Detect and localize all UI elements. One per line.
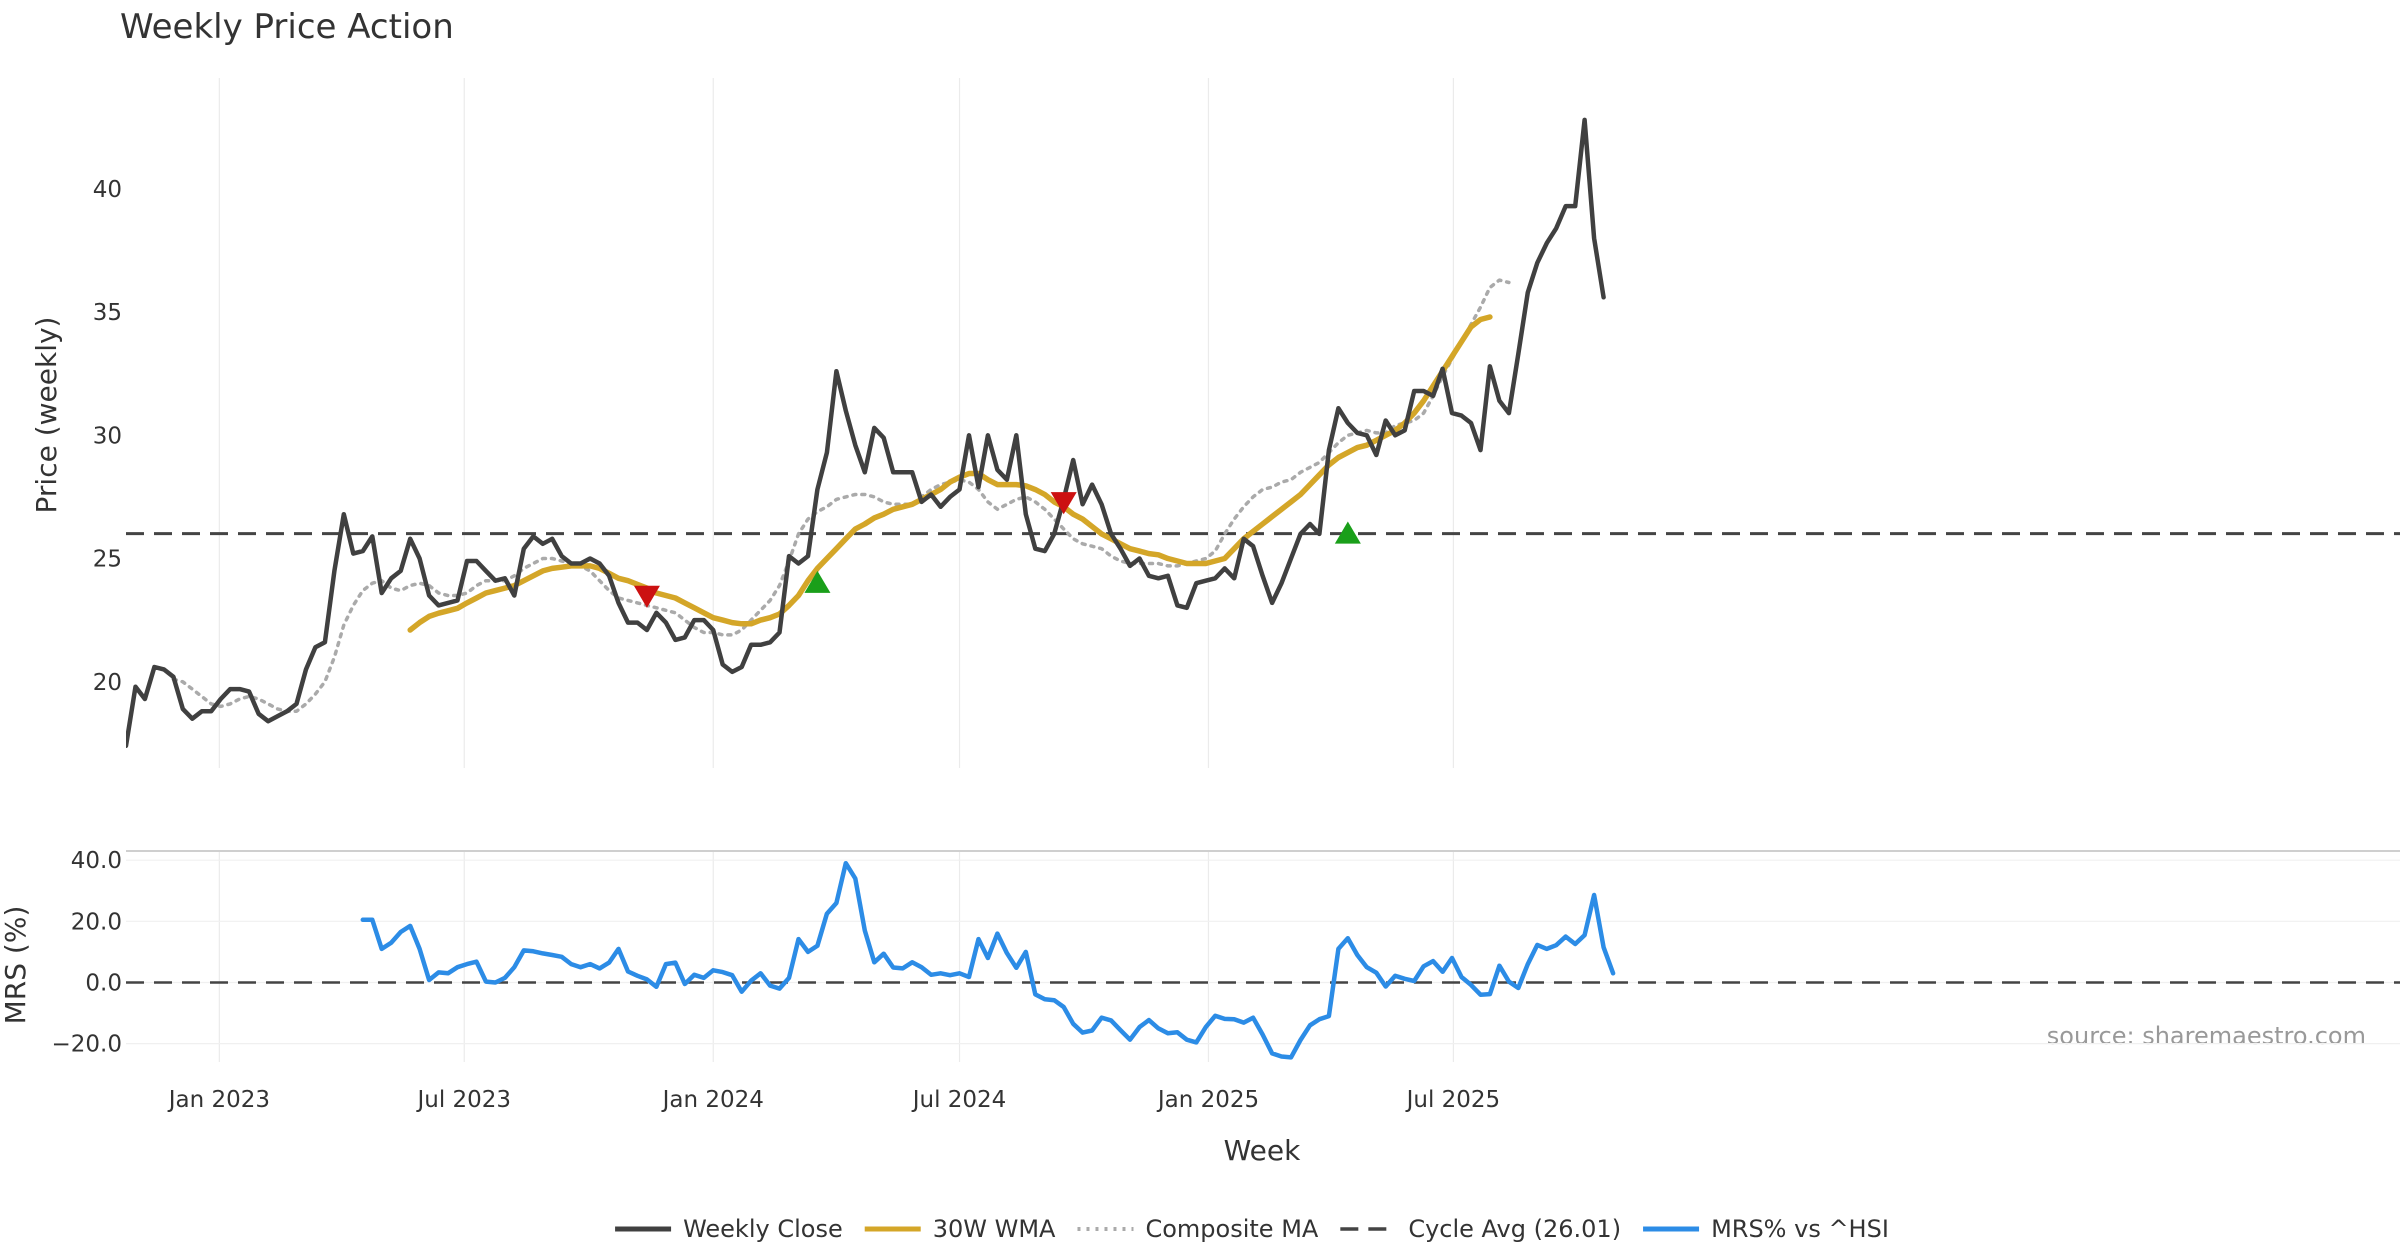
price-y-tick-label: 35 [93, 300, 122, 326]
mrs-y-tick-label: 40.0 [71, 848, 122, 874]
composite-ma-line [171, 278, 1511, 714]
mrs-y-tick-label: 20.0 [71, 909, 122, 935]
x-tick-label: Jul 2025 [1405, 1087, 1501, 1113]
x-tick-label: Jan 2024 [661, 1087, 764, 1113]
price-y-tick-label: 20 [93, 670, 122, 696]
signal-markers [633, 492, 1361, 608]
legend-label: Composite MA [1145, 1215, 1318, 1243]
mrs-y-axis-title: MRS (%) [0, 906, 32, 1025]
price-y-tick-label: 40 [93, 177, 122, 203]
legend-label: Cycle Avg (26.01) [1408, 1215, 1621, 1243]
series-layer [126, 117, 1616, 1060]
chart-title: Weekly Price Action [120, 7, 454, 47]
source-label: source: sharemaestro.com [2047, 1022, 2366, 1050]
x-tick-label: Jul 2024 [911, 1087, 1007, 1113]
mrs-y-tick-label: 0.0 [85, 970, 122, 996]
buy-signal-marker [804, 570, 831, 593]
x-tick-label: Jan 2025 [1156, 1087, 1259, 1113]
sell-signal-marker [1050, 492, 1077, 515]
legend-label: Weekly Close [683, 1215, 843, 1243]
x-tick-label: Jul 2023 [415, 1087, 511, 1113]
price-y-tick-label: 30 [93, 423, 122, 449]
grid-layer [126, 78, 2400, 1062]
legend: Weekly Close 30W WMA Composite MA Cycle Avg… [615, 1215, 1889, 1243]
price-y-axis-title: Price (weekly) [30, 317, 63, 514]
legend-label: 30W WMA [933, 1215, 1056, 1243]
wma-30w-line [407, 314, 1493, 633]
legend-label: MRS% vs ^HSI [1711, 1215, 1889, 1243]
x-tick-label: Jan 2023 [167, 1087, 270, 1113]
weekly-close-line [126, 117, 1606, 749]
mrs-y-tick-label: −20.0 [52, 1032, 122, 1058]
x-axis-title: Week [1224, 1134, 1301, 1167]
tick-labels: Jan 2023 Jul 2023 Jan 2024 Jul 2024 Jan 2025… [52, 177, 1501, 1113]
reference-lines [126, 532, 2400, 984]
sell-signal-marker [633, 585, 660, 608]
buy-signal-marker [1334, 521, 1361, 544]
price-y-tick-label: 25 [93, 547, 122, 573]
mrs-line [360, 860, 1616, 1060]
